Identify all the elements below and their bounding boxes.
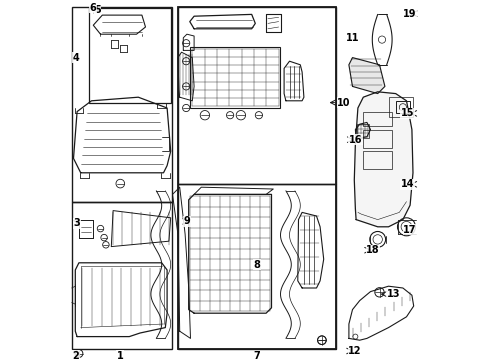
Text: 6: 6 — [89, 3, 96, 13]
Text: 14: 14 — [400, 179, 413, 189]
Bar — [89, 8, 171, 103]
Text: 19: 19 — [402, 9, 416, 19]
Bar — [362, 130, 391, 148]
Text: 2: 2 — [72, 351, 79, 360]
Text: 12: 12 — [347, 346, 361, 356]
Bar — [395, 101, 409, 113]
Text: 10: 10 — [337, 98, 350, 108]
Bar — [178, 7, 336, 184]
Text: 3: 3 — [74, 218, 81, 228]
Text: 7: 7 — [253, 351, 260, 360]
Text: 18: 18 — [366, 245, 379, 255]
Text: 9: 9 — [183, 216, 190, 226]
Bar — [178, 184, 336, 349]
Text: 16: 16 — [348, 135, 362, 145]
Bar — [362, 151, 391, 169]
Polygon shape — [354, 92, 412, 227]
Bar — [178, 7, 336, 349]
Text: 13: 13 — [386, 289, 399, 299]
Text: 5: 5 — [94, 5, 101, 15]
Bar — [356, 124, 368, 138]
Text: 17: 17 — [402, 225, 416, 235]
Text: 8: 8 — [253, 260, 260, 270]
Bar — [72, 7, 172, 202]
Bar — [72, 202, 172, 349]
Text: 4: 4 — [72, 53, 79, 63]
Bar — [190, 47, 280, 108]
Text: 1: 1 — [117, 351, 123, 360]
Bar — [362, 112, 391, 126]
Text: 11: 11 — [345, 33, 359, 43]
Polygon shape — [348, 58, 384, 94]
Bar — [387, 97, 412, 117]
Text: 15: 15 — [400, 108, 413, 118]
